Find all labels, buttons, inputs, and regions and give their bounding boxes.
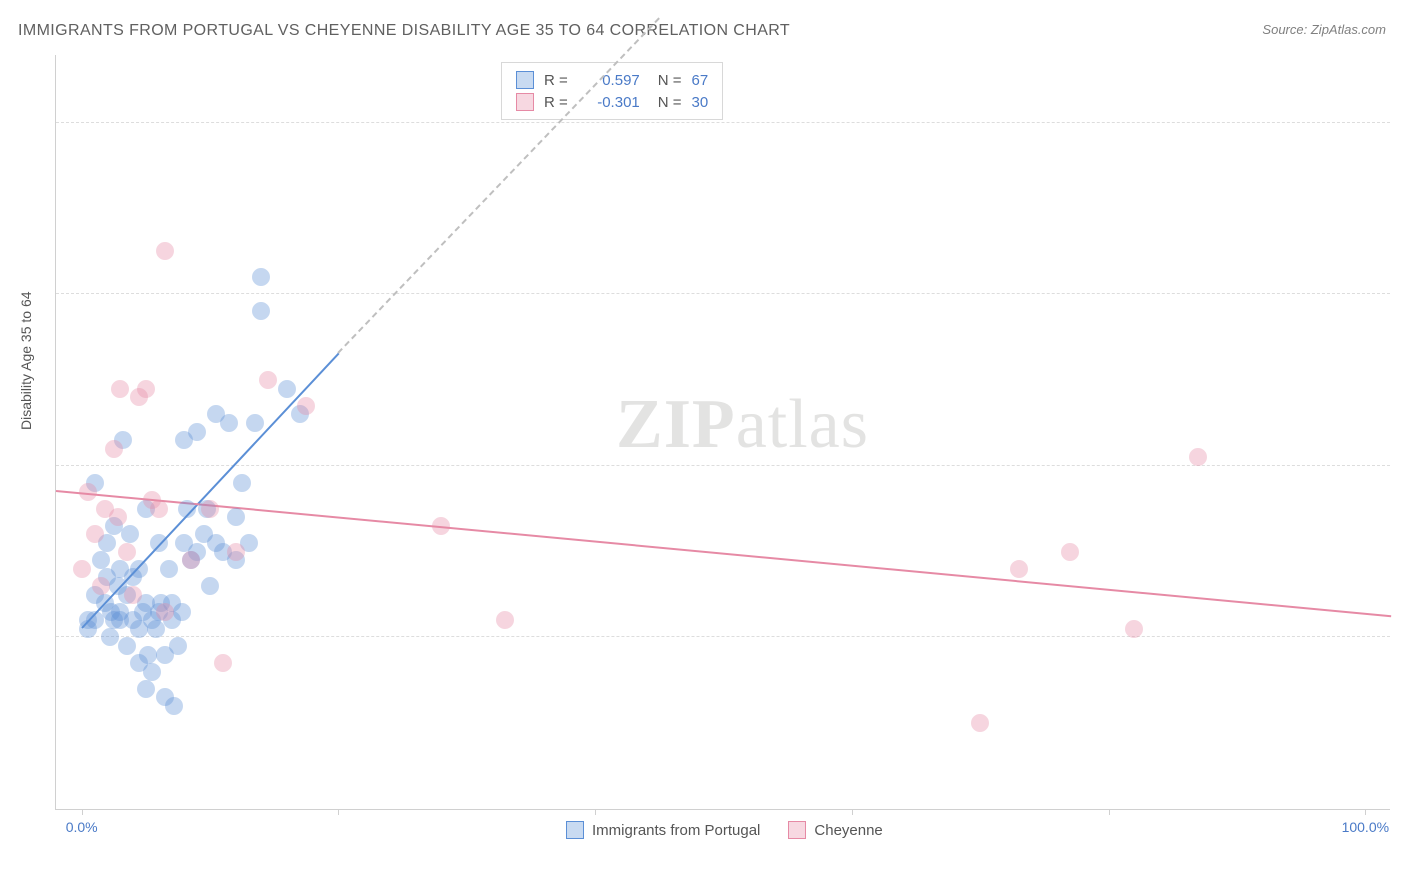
scatter-point <box>150 534 168 552</box>
scatter-point <box>496 611 514 629</box>
scatter-point <box>109 508 127 526</box>
x-tick <box>1109 809 1110 815</box>
x-tick <box>852 809 853 815</box>
gridline-h <box>56 122 1390 123</box>
plot-area: ZIPatlas R =0.597N =67R =-0.301N =30 Imm… <box>55 55 1390 810</box>
scatter-point <box>1061 543 1079 561</box>
scatter-point <box>79 483 97 501</box>
legend-item: Immigrants from Portugal <box>566 821 760 839</box>
scatter-point <box>259 371 277 389</box>
legend-swatch <box>566 821 584 839</box>
scatter-point <box>130 560 148 578</box>
scatter-point <box>105 440 123 458</box>
scatter-point <box>201 577 219 595</box>
scatter-point <box>297 397 315 415</box>
scatter-point <box>165 697 183 715</box>
gridline-h <box>56 293 1390 294</box>
scatter-point <box>971 714 989 732</box>
scatter-point <box>101 628 119 646</box>
legend-r-label: R = <box>544 72 568 89</box>
scatter-point <box>227 508 245 526</box>
legend-row: R = 0.597 N = 67 <box>516 69 708 91</box>
chart-title: IMMIGRANTS FROM PORTUGAL VS CHEYENNE DIS… <box>18 22 790 40</box>
legend-row: R = -0.301 N = 30 <box>516 91 708 113</box>
legend-n-label: N = <box>658 72 682 89</box>
legend-n-value: 30 <box>692 94 709 111</box>
legend-item: Cheyenne <box>788 821 882 839</box>
scatter-point <box>137 380 155 398</box>
scatter-point <box>178 500 196 518</box>
correlation-legend: R = 0.597 N = 67 R = -0.301 N = 30 <box>501 62 723 120</box>
series-legend: Immigrants from Portugal Cheyenne <box>566 821 883 839</box>
scatter-point <box>92 551 110 569</box>
scatter-point <box>86 525 104 543</box>
gridline-h <box>56 465 1390 466</box>
legend-swatch <box>516 71 534 89</box>
scatter-point <box>73 560 91 578</box>
scatter-point <box>252 268 270 286</box>
y-axis-label: Disability Age 35 to 64 <box>18 291 34 430</box>
scatter-point <box>118 543 136 561</box>
x-tick-label: 100.0% <box>1342 819 1389 835</box>
scatter-point <box>139 646 157 664</box>
scatter-point <box>1125 620 1143 638</box>
legend-r-label: R = <box>544 94 568 111</box>
scatter-point <box>156 242 174 260</box>
trend-line-extrapolated <box>338 18 660 354</box>
scatter-point <box>124 586 142 604</box>
legend-n-value: 67 <box>692 72 709 89</box>
scatter-point <box>111 380 129 398</box>
source-name: ZipAtlas.com <box>1311 22 1386 37</box>
x-tick-label: 0.0% <box>66 819 98 835</box>
scatter-point <box>92 577 110 595</box>
scatter-point <box>160 560 178 578</box>
scatter-point <box>214 654 232 672</box>
scatter-point <box>150 500 168 518</box>
scatter-point <box>233 474 251 492</box>
scatter-point <box>227 543 245 561</box>
trend-line <box>56 490 1391 617</box>
scatter-point <box>432 517 450 535</box>
gridline-h <box>56 636 1390 637</box>
scatter-point <box>1010 560 1028 578</box>
legend-n-label: N = <box>658 94 682 111</box>
scatter-point <box>252 302 270 320</box>
scatter-point <box>1189 448 1207 466</box>
legend-swatch <box>516 93 534 111</box>
legend-series-name: Immigrants from Portugal <box>592 822 760 839</box>
scatter-point <box>118 637 136 655</box>
scatter-point <box>156 603 174 621</box>
legend-series-name: Cheyenne <box>814 822 882 839</box>
x-tick <box>82 809 83 815</box>
legend-r-value: -0.301 <box>578 94 640 111</box>
x-tick <box>595 809 596 815</box>
x-tick <box>1365 809 1366 815</box>
scatter-point <box>143 663 161 681</box>
legend-swatch <box>788 821 806 839</box>
scatter-point <box>121 525 139 543</box>
legend-r-value: 0.597 <box>578 72 640 89</box>
scatter-point <box>220 414 238 432</box>
watermark: ZIPatlas <box>616 385 869 465</box>
scatter-point <box>246 414 264 432</box>
scatter-point <box>169 637 187 655</box>
scatter-point <box>173 603 191 621</box>
scatter-point <box>188 423 206 441</box>
x-tick <box>338 809 339 815</box>
scatter-point <box>278 380 296 398</box>
watermark-zip: ZIP <box>616 386 736 463</box>
scatter-point <box>201 500 219 518</box>
source-label: Source: <box>1262 22 1307 37</box>
source-attribution: Source: ZipAtlas.com <box>1262 22 1386 37</box>
scatter-point <box>182 551 200 569</box>
scatter-point <box>86 611 104 629</box>
scatter-point <box>137 680 155 698</box>
watermark-atlas: atlas <box>736 386 869 463</box>
